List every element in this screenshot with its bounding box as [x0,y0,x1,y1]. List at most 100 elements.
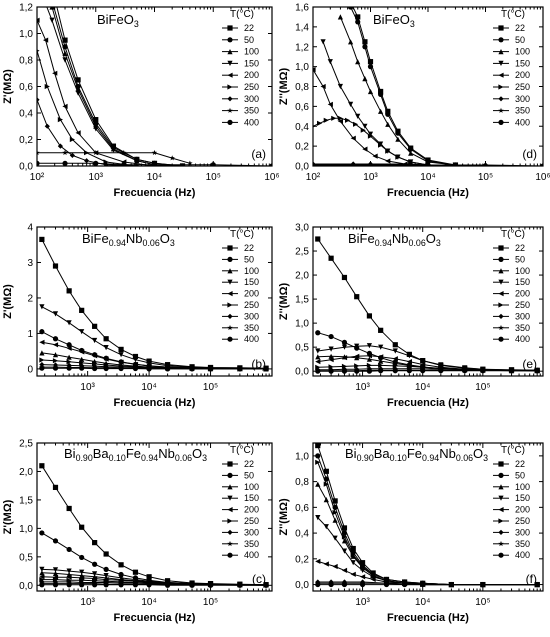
legend-label: 300 [244,311,259,321]
data-point [103,356,109,362]
data-point [69,152,75,158]
data-point [37,149,40,156]
y-tick-label: 2,5 [295,247,309,258]
data-point [438,368,444,374]
legend-marker [227,302,233,308]
data-point [341,548,348,554]
legend-label: 250 [244,300,259,310]
title-part: Nb [392,231,409,246]
data-point [378,368,384,374]
data-point [52,342,59,348]
data-point [332,498,338,504]
data-point [121,162,127,166]
data-point [39,365,45,371]
data-point [480,581,486,588]
data-point [79,575,85,581]
y-tick-label: 1,0 [295,62,309,73]
data-point [448,581,455,588]
data-point [331,115,337,121]
legend-marker [227,529,233,535]
x-tick-label: 10² [306,172,321,183]
data-point [337,14,343,20]
x-tick-label: 10⁴ [141,597,156,608]
data-point [534,368,540,374]
legend-marker [498,119,504,125]
chart-panel-a: 0,0 0,2 0,4 0,6 0,8 1,0 1,2 10² 10³ 10⁴ 10⁵ 10⁶ Frec… [2,3,280,200]
y-tick-label: 0 [27,364,33,375]
data-point [350,560,356,566]
legend-marker [498,245,504,251]
y-tick-label: 0,8 [295,82,309,93]
series-line-200 [37,20,155,166]
y-axis-label: Z'(MΩ) [2,284,14,319]
data-point [383,581,390,588]
data-point [534,581,540,588]
data-point [482,163,489,166]
data-point [39,570,45,576]
y-tick-label: 0,0 [295,367,309,378]
title-subscript: 0.10 [390,453,407,463]
data-point [341,538,348,544]
data-point [353,121,359,127]
data-point [320,83,326,90]
y-axis-label: Z''(MΩ) [278,68,290,106]
title-part: O [192,446,202,461]
title-subscript: 0.90 [76,453,93,463]
x-tick-label: 10⁵ [478,172,493,183]
data-point [315,359,321,365]
legend-label: 400 [244,117,259,127]
data-point [263,582,269,588]
series-line-250 [317,462,538,586]
data-point [210,162,216,166]
data-point [385,111,391,117]
data-point [263,366,269,372]
title-part: BiFe [82,231,109,246]
data-point [341,567,348,573]
title-subscript: 0.94 [141,453,158,463]
panel-title: BiFe0.94Nb0.06O3 [82,231,175,248]
data-point [121,149,127,156]
legend-marker [227,60,233,66]
y-tick-label: 0,8 [295,477,309,488]
legend-marker [498,529,504,535]
data-point [52,311,59,317]
data-point [367,163,374,166]
data-point [328,368,334,374]
data-point [57,117,63,123]
panel-title: BiFeO3 [373,12,415,29]
data-point [359,581,366,588]
legend-marker [498,37,504,43]
data-point [313,125,316,128]
legend-label: 350 [244,106,259,116]
legend-marker [227,245,233,251]
legend-marker [227,336,233,342]
data-point [378,354,384,360]
data-point [348,0,353,5]
data-point [378,88,384,95]
data-point [39,236,45,243]
chart-panel-c: 0,0 0,5 1,0 1,5 2,0 2,5 10³ 10⁴ 10⁵ Frecuencia (H… [2,439,273,624]
legend-marker [227,552,233,558]
y-tick-label: 0,2 [19,135,33,146]
data-point [75,90,81,96]
data-point [385,108,391,114]
y-tick-label: 0,0 [19,162,33,173]
y-tick-label: 2,0 [19,467,33,478]
data-point [132,582,139,588]
legend-marker [498,25,504,31]
legend-marker [227,461,233,467]
series-line-250 [313,117,429,166]
data-point [355,113,361,119]
legend-title: T(°C) [230,9,254,20]
data-point [341,355,348,361]
series-line-100 [317,483,538,586]
data-point [315,354,321,360]
data-point [118,346,124,352]
legend-title: T(°C) [501,9,525,20]
data-point [37,49,40,52]
x-axis-label: Frecuencia (Hz) [387,187,469,199]
legend-label: 100 [244,47,259,57]
data-point [151,149,158,156]
legend-marker [227,96,233,102]
y-tick-label: 0,5 [295,343,309,354]
